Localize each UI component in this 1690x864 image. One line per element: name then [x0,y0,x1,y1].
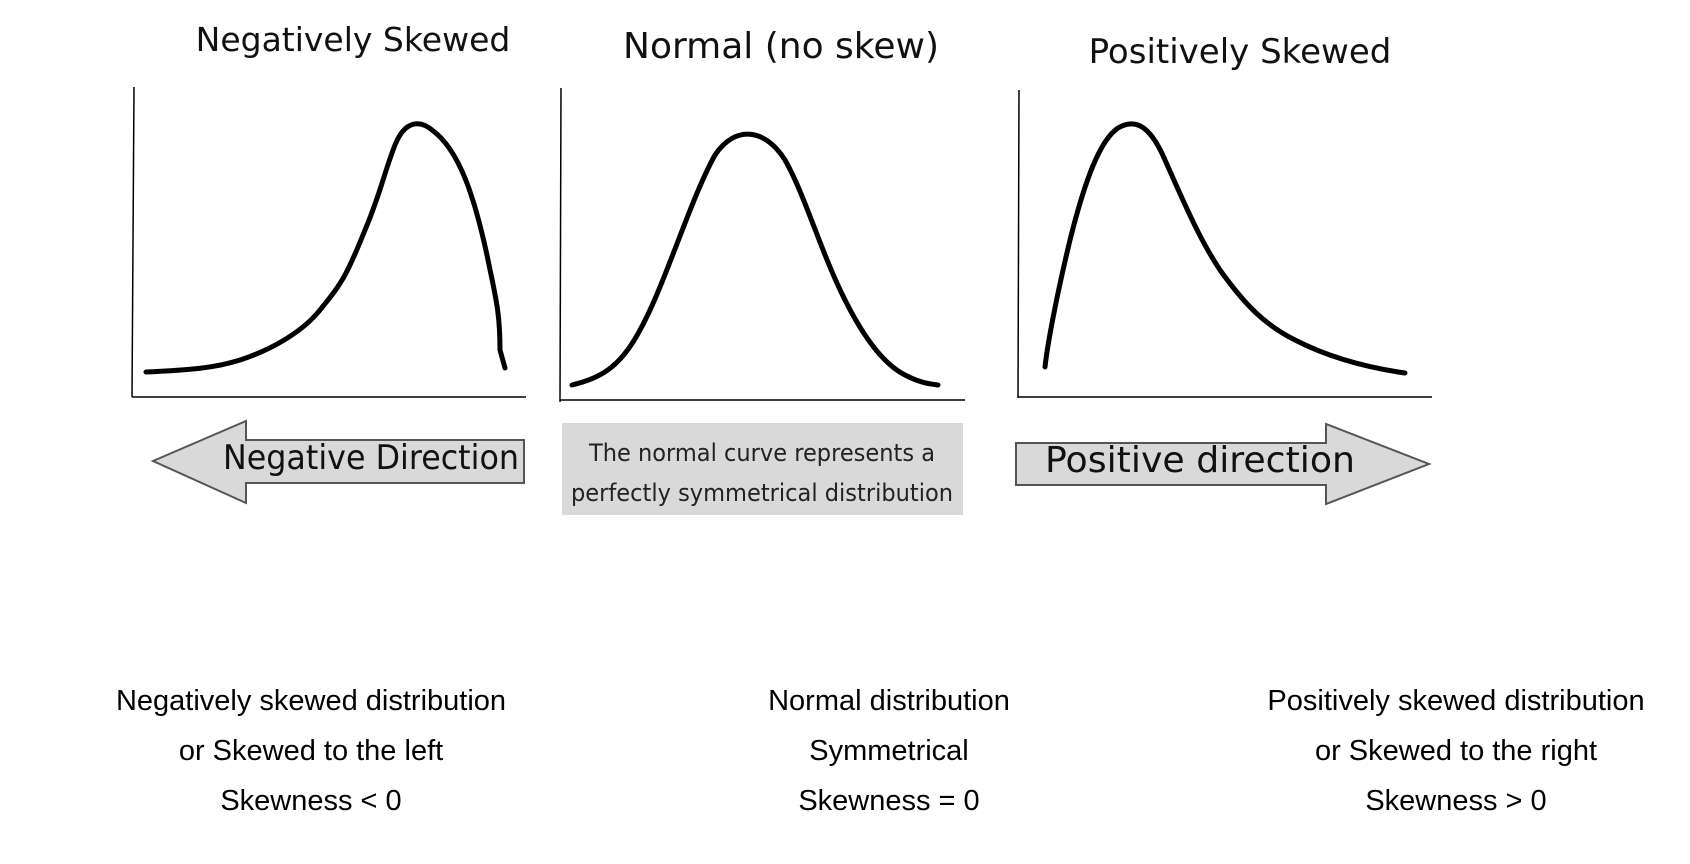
negative-caption-line-2: or Skewed to the left [178,735,444,767]
positive-caption-line-3: Skewness > 0 [1365,785,1547,817]
normal-title: Normal (no skew) [623,26,939,67]
positive-direction-arrow: Positive direction [1015,422,1432,506]
positive-caption-line-2: or Skewed to the right [1314,735,1598,767]
positive-panel-axes [1017,89,1432,399]
normal-curve [569,131,941,388]
positive-skew-curve [1042,121,1408,376]
normal-note-line-2: perfectly symmetrical distribution [571,479,953,507]
normal-note-box: The normal curve represents a perfectly … [562,423,963,515]
normal-panel-axes [559,87,965,403]
negative-caption-line-1: Negatively skewed distribution [115,685,507,717]
negative-skew-curve [143,121,508,375]
positive-caption: Positively skewed distribution or Skewed… [1176,676,1690,826]
negative-caption-line-3: Skewness < 0 [220,785,402,817]
positive-direction-label: Positive direction [1045,440,1355,481]
negative-direction-label: Negative Direction [223,438,519,478]
positively-skewed-title: Positively Skewed [1088,32,1392,72]
normal-caption-line-3: Skewness = 0 [798,785,980,817]
negative-direction-arrow: Negative Direction [150,419,525,505]
normal-caption-line-2: Symmetrical [809,735,969,767]
negatively-skewed-title: Negatively Skewed [195,20,511,59]
positive-caption-line-1: Positively skewed distribution [1267,685,1645,717]
normal-caption: Normal distribution Symmetrical Skewness… [609,676,1169,826]
normal-caption-line-1: Normal distribution [768,685,1010,717]
normal-note-line-1: The normal curve represents a [588,439,935,467]
negative-panel-axes [131,86,526,398]
negative-caption: Negatively skewed distribution or Skewed… [31,676,591,826]
